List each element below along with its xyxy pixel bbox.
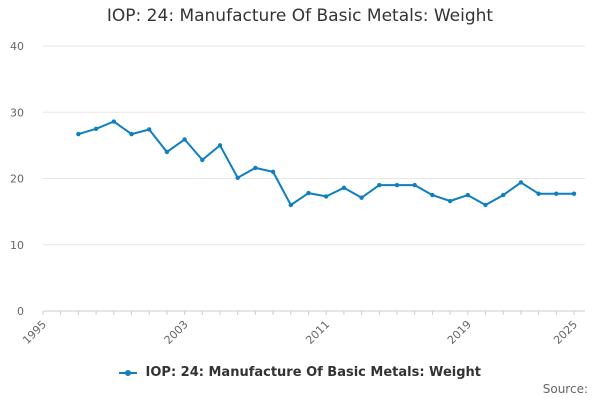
x-tick-labels: 1995 2003 2011 2019 2025 [20,318,580,347]
data-point[interactable] [76,131,81,137]
data-point[interactable] [483,202,488,208]
x-tick-label: 1995 [20,318,49,347]
legend-marker-icon [119,368,137,378]
data-point[interactable] [288,202,293,208]
source-label: Source: [542,382,588,396]
x-tick-label: 2011 [303,318,332,347]
data-point[interactable] [182,137,187,142]
data-point[interactable] [571,191,577,196]
data-point[interactable] [111,119,117,124]
data-point[interactable] [235,175,240,181]
x-axis [42,310,585,315]
data-point[interactable] [394,182,400,188]
series-group [76,119,577,208]
data-point[interactable] [518,180,524,185]
data-point[interactable] [430,192,435,198]
data-point[interactable] [465,192,470,198]
data-point[interactable] [270,169,276,175]
data-point[interactable] [501,192,506,198]
data-point[interactable] [129,131,134,137]
grid-lines [43,45,585,246]
data-point[interactable] [324,194,329,199]
data-point[interactable] [306,190,311,196]
data-point[interactable] [341,185,347,190]
data-point[interactable] [217,143,223,148]
data-point[interactable] [377,182,382,188]
data-point[interactable] [93,126,99,132]
data-point[interactable] [412,182,417,188]
data-point[interactable] [554,191,559,196]
series-line[interactable] [78,120,574,206]
y-tick-label: 20 [10,173,24,186]
x-tick-label: 2019 [445,318,474,347]
x-tick-label: 2003 [162,318,191,347]
data-point[interactable] [447,198,453,204]
y-tick-label: 0 [17,305,24,318]
x-tick-label: 2025 [551,318,580,347]
data-point[interactable] [164,149,170,155]
y-tick-label: 40 [10,40,24,53]
data-point[interactable] [147,127,152,132]
y-tick-label: 30 [10,106,24,119]
y-tick-label: 10 [10,239,24,252]
legend[interactable]: IOP: 24: Manufacture Of Basic Metals: We… [0,365,600,380]
legend-label: IOP: 24: Manufacture Of Basic Metals: We… [145,365,481,380]
data-point[interactable] [200,157,205,163]
y-tick-labels: 0 10 20 30 40 [10,40,24,318]
data-point[interactable] [253,165,258,171]
data-point[interactable] [359,195,364,200]
data-point[interactable] [536,191,541,196]
chart-title: IOP: 24: Manufacture Of Basic Metals: We… [106,6,494,26]
